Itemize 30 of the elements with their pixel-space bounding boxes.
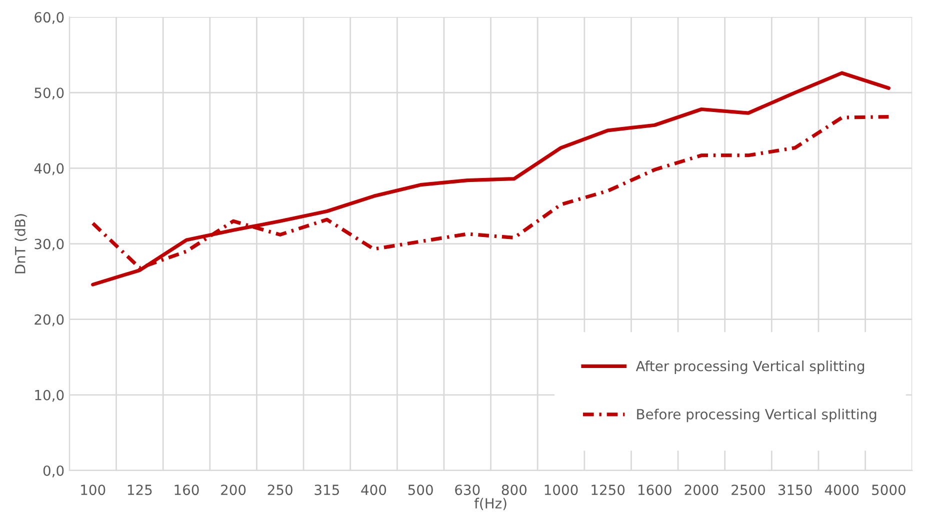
y-tick-label: 10,0 xyxy=(35,390,64,402)
y-tick-label: 50,0 xyxy=(34,88,64,100)
x-tick-label: 800 xyxy=(502,484,527,496)
line-series xyxy=(91,71,891,286)
y-tick-label: 20,0 xyxy=(34,314,64,326)
x-tick-label: 250 xyxy=(268,484,292,496)
x-axis-title: f(Hz) xyxy=(474,498,506,510)
x-tick-label: 1250 xyxy=(592,484,625,496)
y-tick-label: 40,0 xyxy=(34,163,64,176)
x-tick-label: 2500 xyxy=(732,484,766,496)
legend-label: Before processing Vertical splitting xyxy=(637,408,876,422)
x-tick-label: 200 xyxy=(221,484,246,496)
y-tick-label: 0,0 xyxy=(43,465,64,478)
x-tick-label: 2000 xyxy=(684,484,718,496)
x-tick-label: 500 xyxy=(408,484,433,496)
x-tick-label: 315 xyxy=(314,484,339,496)
y-tick-label: 30,0 xyxy=(34,238,64,251)
x-tick-label: 100 xyxy=(81,484,106,496)
x-tick-label: 5000 xyxy=(872,484,906,496)
x-tick-label: 400 xyxy=(361,484,386,496)
x-tick-label: 1600 xyxy=(638,484,672,496)
y-tick-label: 60,0 xyxy=(34,12,64,24)
x-tick-label: 1000 xyxy=(544,484,578,496)
x-tick-label: 125 xyxy=(128,484,152,496)
x-tick-label: 160 xyxy=(174,484,199,496)
x-tick-label: 4000 xyxy=(824,484,859,496)
y-axis-title: DnT (dB) xyxy=(14,214,28,274)
x-tick-label: 3150 xyxy=(778,484,812,496)
legend-label: After processing Vertical splitting xyxy=(636,360,864,374)
x-tick-label: 630 xyxy=(455,484,480,496)
